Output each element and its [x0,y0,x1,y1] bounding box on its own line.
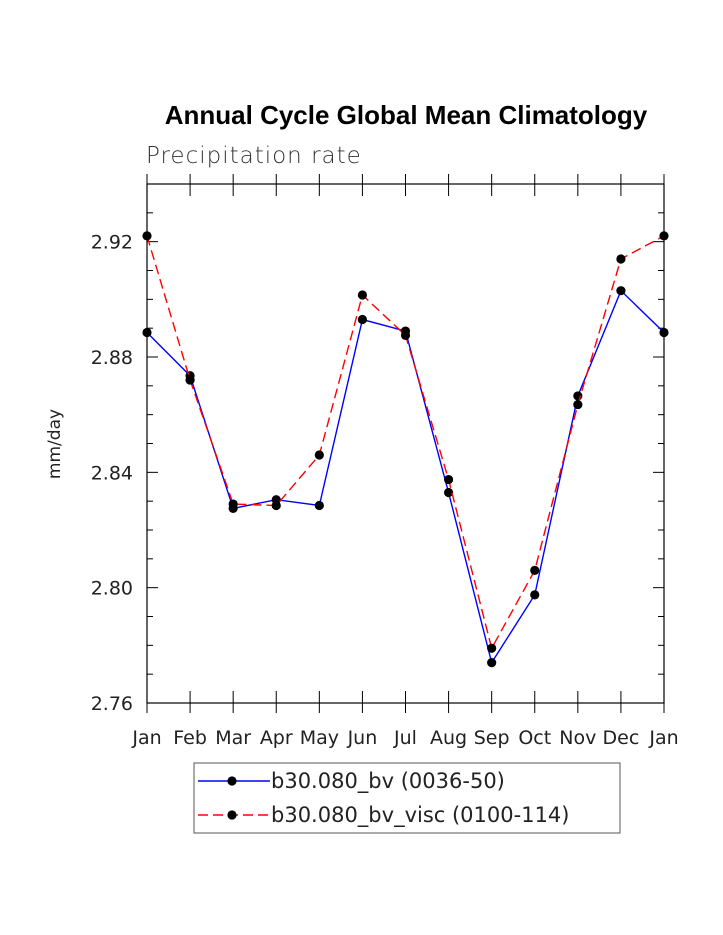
y-tick-label: 2.80 [91,578,133,600]
legend-label-0: b30.080_bv (0036-50) [271,769,505,794]
data-point-series-0 [530,590,540,600]
data-point-series-0 [616,286,626,296]
x-tick-label: Aug [430,727,467,749]
series-layer [142,231,669,668]
data-point-series-0 [357,314,368,325]
data-point-series-1 [487,643,497,653]
series-line-0 [146,289,665,665]
legend-marker-1 [227,810,237,820]
data-point-series-0 [142,327,152,338]
data-point-series-1 [185,375,195,385]
data-point-series-1 [142,231,152,241]
chart-subtitle: Precipitation rate [146,143,362,169]
data-point-series-1 [314,450,324,460]
data-point-series-1 [228,499,238,509]
data-point-series-1 [271,500,281,511]
x-tick-label: Jun [347,727,378,749]
y-tick-label: 2.84 [91,462,133,484]
data-point-series-1 [530,565,540,575]
legend-label-1: b30.080_bv_visc (0100-114) [271,803,569,828]
x-tick-label: Oct [518,727,551,749]
x-tick-label: Nov [559,727,596,749]
plot-frame [146,183,665,704]
legend: b30.080_bv (0036-50) b30.080_bv_visc (010… [193,762,621,834]
series-line-1 [146,235,665,651]
x-tick-label: Apr [260,727,293,749]
data-point-series-0 [659,327,669,338]
data-point-series-0 [487,658,497,668]
legend-box [193,762,621,834]
x-tick-label: Jul [393,727,417,749]
data-point-series-1 [357,290,368,300]
x-tick-label: Sep [474,727,510,749]
data-point-series-1 [616,254,626,264]
legend-marker-0 [227,776,237,786]
data-point-series-1 [400,330,411,340]
x-tick-label: Dec [603,727,640,749]
y-tick-label: 2.92 [91,232,133,254]
data-point-series-0 [314,500,324,511]
y-axis-label: mm/day [45,409,65,479]
x-tick-label: May [300,727,339,749]
y-tick-label: 2.88 [91,347,133,369]
y-tick-label: 2.76 [91,693,133,715]
x-tick-label: Mar [215,727,251,749]
data-point-series-1 [443,474,454,485]
axes: 2.76 2.80 2.84 2.88 2.92 Jan Feb Mar Apr May Jun Ju… [91,174,679,749]
x-tick-label: Jan [131,727,161,749]
data-point-series-1 [659,231,669,241]
chart-title: Annual Cycle Global Mean Climatology [165,100,648,130]
data-point-series-1 [573,399,583,410]
x-tick-label: Feb [173,727,207,749]
x-tick-label: Jan [648,727,678,749]
data-point-series-0 [443,487,454,498]
